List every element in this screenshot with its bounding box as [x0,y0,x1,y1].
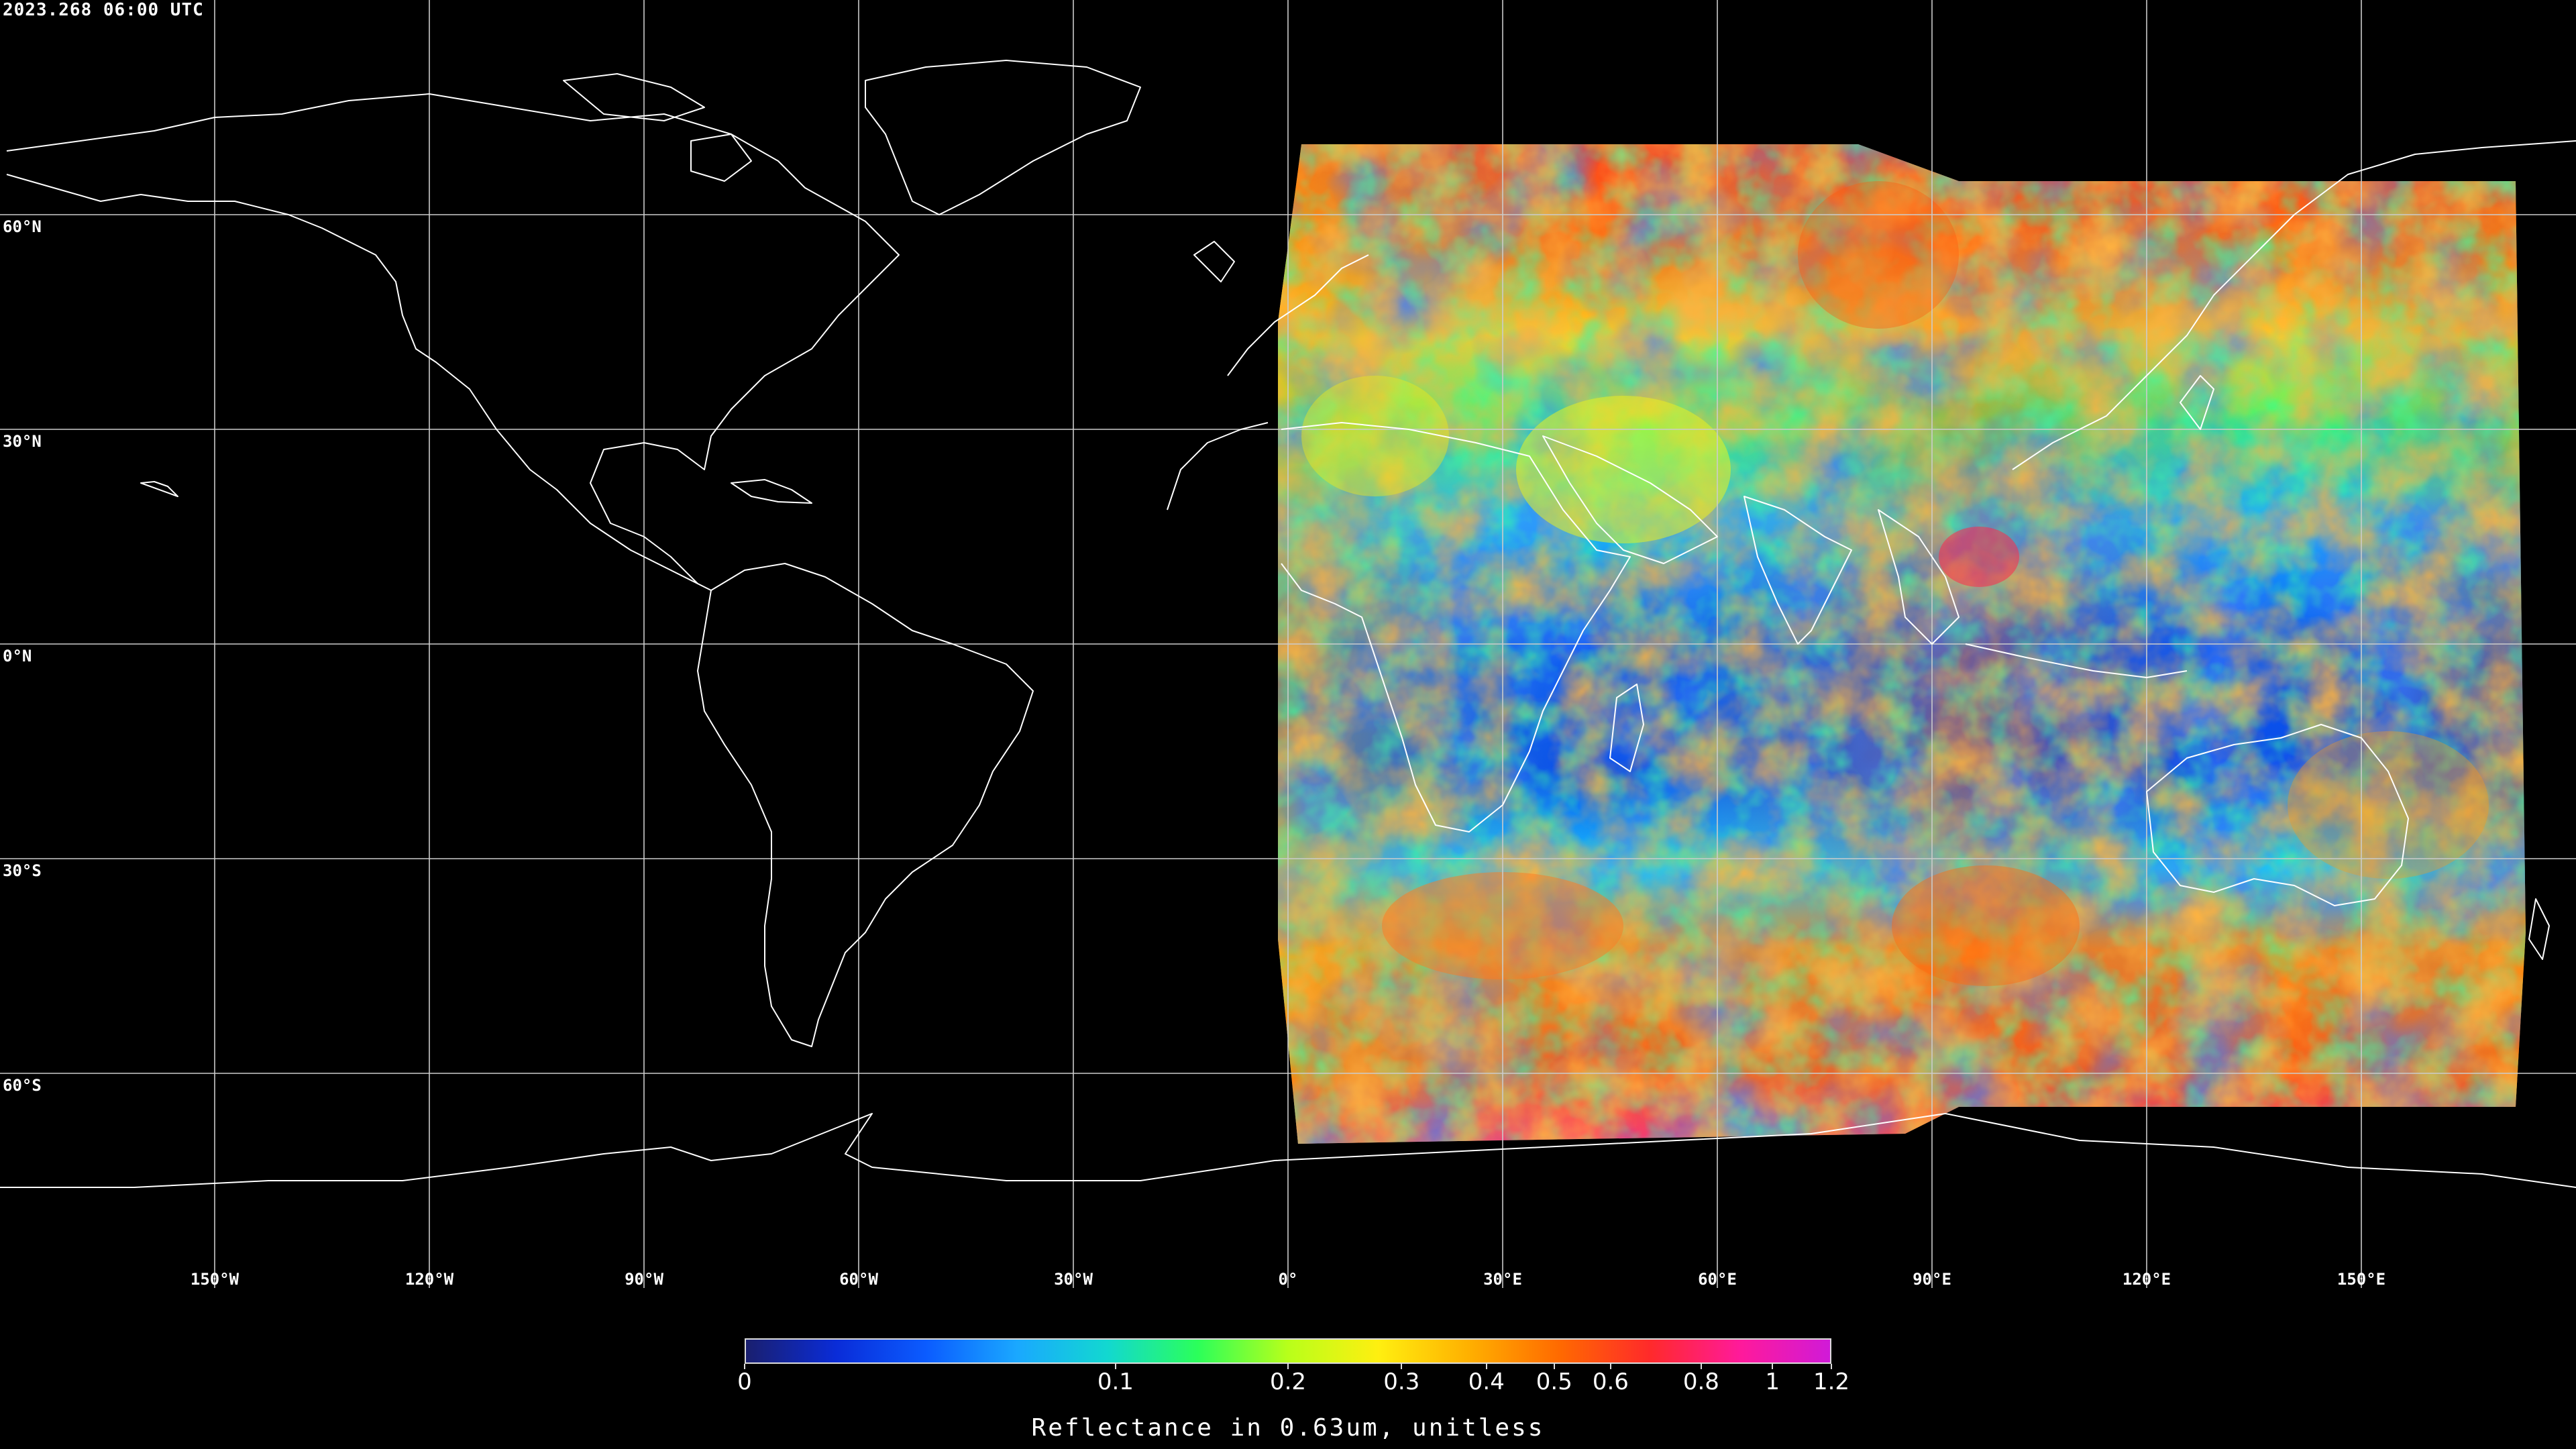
longitude-label: 120°W [405,1270,454,1289]
longitude-label: 30°E [1483,1270,1522,1289]
colorbar-tick-mark [1772,1364,1774,1369]
longitude-label: 120°E [2122,1270,2171,1289]
colorbar-tick-mark [1114,1364,1116,1369]
colorbar-tick-label: 1.2 [1813,1368,1850,1395]
latitude-label: 30°N [3,432,42,451]
colorbar-tick-label: 0 [737,1368,752,1395]
graticule [0,0,2576,1288]
colorbar-tick-mark [1553,1364,1555,1369]
colorbar-tick-label: 0.8 [1682,1368,1719,1395]
longitude-label: 90°W [625,1270,663,1289]
colorbar-tick-label: 0.1 [1097,1368,1134,1395]
colorbar-tick-label: 0.4 [1468,1368,1505,1395]
latitude-label: 30°S [3,861,42,880]
colorbar-tick-mark [1609,1364,1611,1369]
longitude-label: 90°E [1913,1270,1951,1289]
longitude-label: 150°W [190,1270,239,1289]
colorbar-tick-mark [1700,1364,1702,1369]
colorbar-tick-mark [744,1364,745,1369]
longitude-label: 30°W [1054,1270,1093,1289]
colorbar [745,1338,1831,1364]
colorbar-tick-mark [1401,1364,1403,1369]
colorbar-tick-label: 0.5 [1536,1368,1572,1395]
colorbar-tick-mark [1485,1364,1487,1369]
latitude-label: 0°N [3,647,32,665]
longitude-label: 0° [1278,1270,1298,1289]
colorbar-tick-label: 1 [1765,1368,1780,1395]
colorbar-title: Reflectance in 0.63um, unitless [1031,1414,1545,1442]
longitude-label: 150°E [2337,1270,2386,1289]
longitude-label: 60°E [1698,1270,1737,1289]
world-map [0,0,2576,1288]
coastlines [0,60,2576,1188]
timestamp-label: 2023.268 06:00 UTC [3,0,204,20]
colorbar-tick-mark [1287,1364,1289,1369]
longitude-label: 60°W [839,1270,878,1289]
colorbar-tick-mark [1831,1364,1832,1369]
latitude-label: 60°S [3,1076,42,1095]
latitude-label: 60°N [3,217,42,236]
colorbar-tick-label: 0.2 [1269,1368,1307,1395]
colorbar-tick-label: 0.3 [1383,1368,1420,1395]
colorbar-tick-label: 0.6 [1592,1368,1629,1395]
